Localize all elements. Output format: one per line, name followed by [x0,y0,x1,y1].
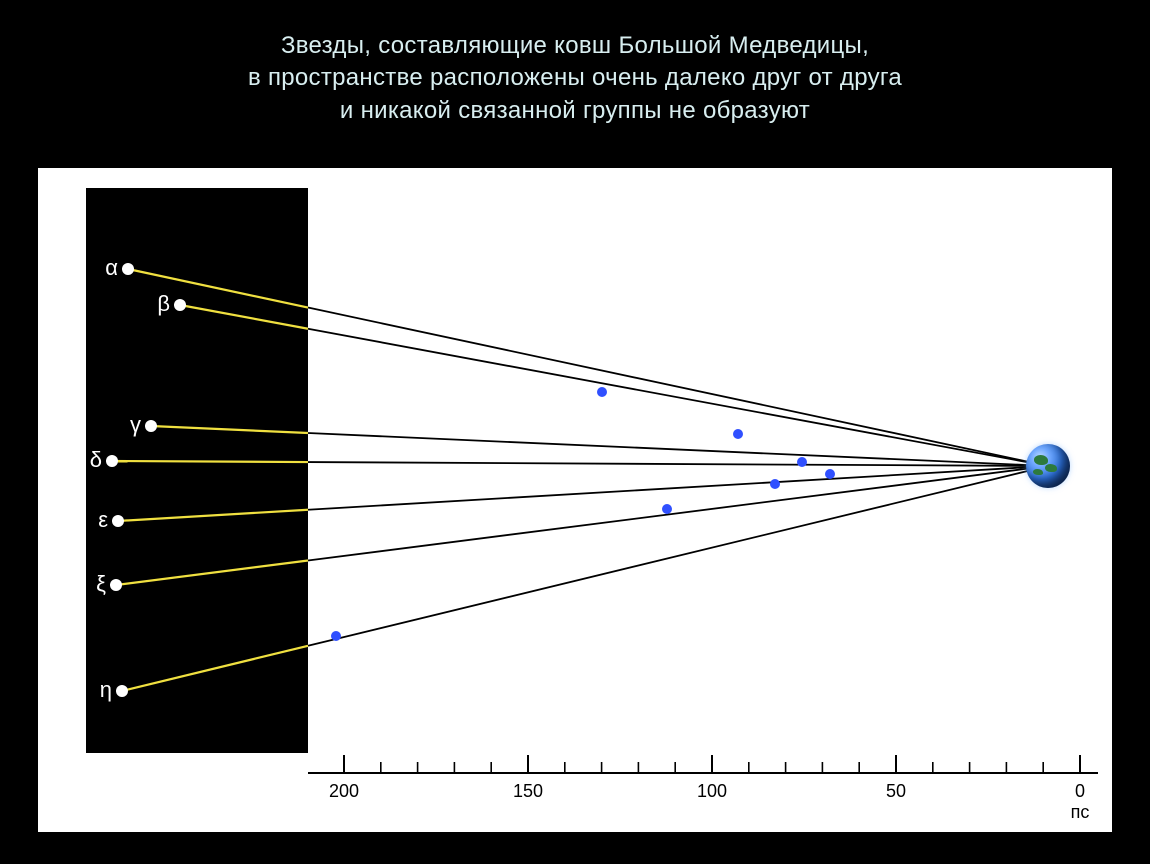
projected-line-epsilon [118,510,308,521]
true-star-beta [597,387,607,397]
star-label-epsilon: ε [84,507,108,533]
projected-star-zeta [110,579,122,591]
title-line-3: и никакой связанной группы не образуют [340,97,810,124]
star-label-eta: η [88,677,112,703]
axis-label: 0 пс [1064,781,1096,823]
sight-line-eta [308,466,1048,646]
projected-line-gamma [151,426,308,433]
title-line-1: Звезды, составляющие ковш Большой Медвед… [281,32,869,59]
projected-star-epsilon [112,515,124,527]
true-star-alpha [733,429,743,439]
sight-line-zeta [308,466,1048,560]
star-label-alpha: α [94,255,118,281]
projected-star-delta [106,455,118,467]
axis-label: 200 [329,781,359,802]
projected-star-gamma [145,420,157,432]
star-label-gamma: γ [117,412,141,438]
projected-line-eta [122,646,308,691]
true-star-gamma [797,457,807,467]
true-star-epsilon [770,479,780,489]
projected-star-beta [174,299,186,311]
projected-line-beta [180,305,308,329]
earth-icon [1026,444,1070,488]
sight-line-delta [308,462,1048,466]
star-label-zeta: ξ [82,571,106,597]
sight-line-gamma [308,433,1048,466]
projected-star-eta [116,685,128,697]
sight-line-beta [308,329,1048,466]
star-label-delta: δ [78,447,102,473]
projected-star-alpha [122,263,134,275]
diagram-container: α β γδ ε ξ η 200 150 100 50 0 пс [38,168,1112,832]
axis-label: 100 [697,781,727,802]
sight-line-epsilon [308,466,1048,510]
true-star-delta [825,469,835,479]
diagram-overlay [38,168,1112,832]
axis-label: 50 [886,781,906,802]
axis-label: 150 [513,781,543,802]
projected-line-delta [112,461,308,462]
slide-title: Звезды, составляющие ковш Большой Медвед… [0,0,1150,127]
sight-line-alpha [308,308,1048,466]
title-line-2: в пространстве расположены очень далеко … [248,64,902,91]
true-star-eta [331,631,341,641]
star-label-beta: β [146,291,170,317]
true-star-zeta [662,504,672,514]
projected-line-zeta [116,560,308,585]
